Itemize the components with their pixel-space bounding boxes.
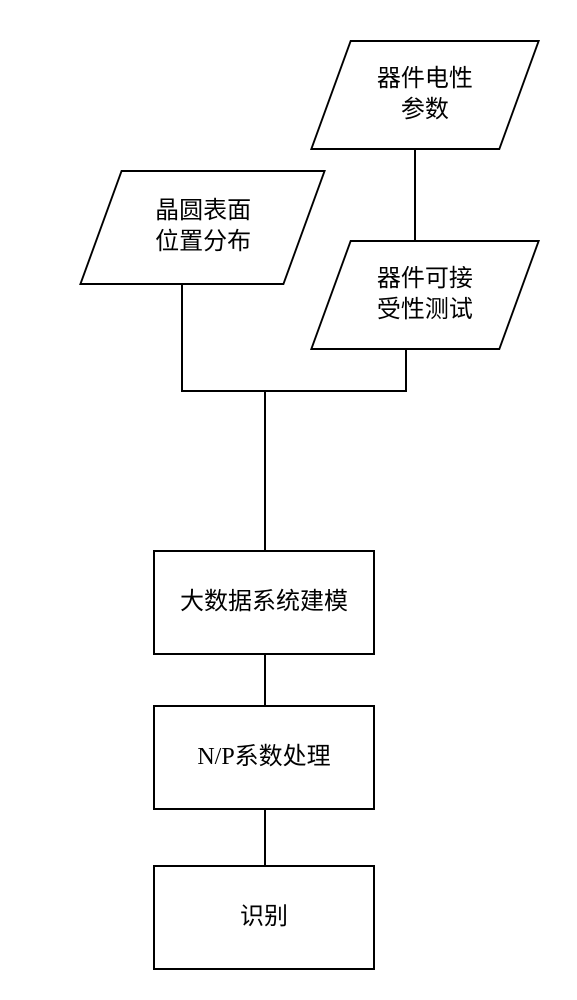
node-np-coefficient: N/P系数处理 [153, 705, 375, 810]
edge-merge-horizontal [181, 390, 407, 392]
node-label: 识别 [240, 902, 288, 933]
node-label: 晶圆表面 位置分布 [155, 196, 251, 258]
edge-n2-down [181, 285, 183, 390]
node-wafer-surface-distribution: 晶圆表面 位置分布 [79, 170, 326, 285]
node-label: 器件可接 受性测试 [377, 264, 473, 326]
edge-n4-to-n5 [264, 655, 266, 705]
node-label: N/P系数处理 [197, 742, 330, 773]
node-device-electrical-params: 器件电性 参数 [310, 40, 540, 150]
node-recognition: 识别 [153, 865, 375, 970]
edge-merge-to-n4 [264, 390, 266, 550]
node-device-acceptance-test: 器件可接 受性测试 [310, 240, 540, 350]
edge-n3-down [405, 350, 407, 390]
node-label: 器件电性 参数 [377, 64, 473, 126]
edge-n5-to-n6 [264, 810, 266, 865]
node-bigdata-modeling: 大数据系统建模 [153, 550, 375, 655]
edge-n1-to-n3 [414, 150, 416, 240]
node-label: 大数据系统建模 [180, 587, 348, 618]
